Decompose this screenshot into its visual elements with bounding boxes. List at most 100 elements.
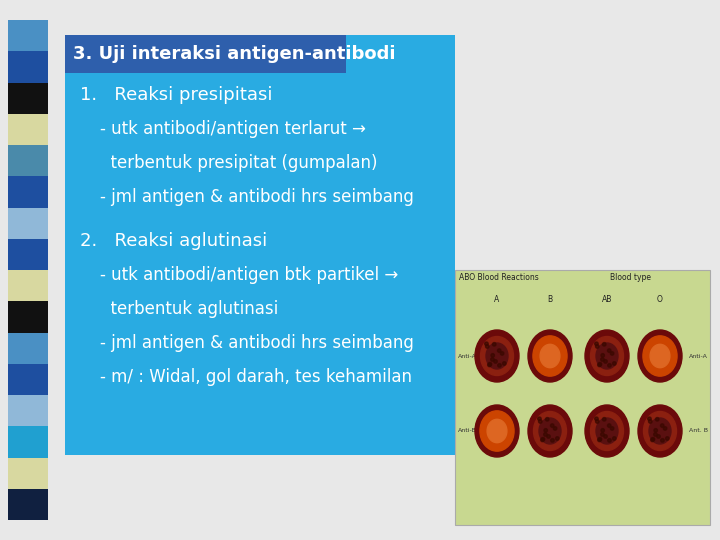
Circle shape [648,417,651,421]
Circle shape [660,424,664,427]
Bar [8,83,48,114]
Text: Blood type: Blood type [610,273,651,282]
Circle shape [663,427,667,430]
Circle shape [600,357,604,361]
Circle shape [665,437,669,440]
Circle shape [488,362,492,366]
Circle shape [485,345,489,348]
Circle shape [661,438,665,442]
Circle shape [601,429,605,432]
Text: terbentuk presipitat (gumpalan): terbentuk presipitat (gumpalan) [100,154,377,172]
Circle shape [494,360,498,363]
Circle shape [541,437,545,441]
Text: - utk antibodi/antigen terlarut →: - utk antibodi/antigen terlarut → [100,120,366,138]
Circle shape [608,438,611,442]
Bar [8,145,48,176]
Text: A: A [495,295,500,305]
Circle shape [613,437,616,440]
Circle shape [546,435,550,438]
Bar [8,239,48,270]
Bar [8,20,48,51]
Ellipse shape [480,336,513,375]
Text: - jml antigen & antibodi hrs seimbang: - jml antigen & antibodi hrs seimbang [100,188,414,206]
Ellipse shape [528,405,572,457]
Ellipse shape [590,336,624,375]
Circle shape [652,437,654,441]
Bar [8,51,48,83]
Text: Anti-B: Anti-B [458,429,477,434]
Ellipse shape [540,345,560,368]
Circle shape [491,354,495,357]
Text: 1.   Reaksi presipitasi: 1. Reaksi presipitasi [80,86,272,104]
Circle shape [649,420,652,423]
Ellipse shape [585,405,629,457]
Circle shape [539,420,542,423]
Text: - utk antibodi/antigen btk partikel →: - utk antibodi/antigen btk partikel → [100,266,398,284]
Circle shape [551,424,554,427]
Circle shape [498,363,501,367]
Text: 3. Uji interaksi antigen-antibodi: 3. Uji interaksi antigen-antibodi [73,45,395,63]
Ellipse shape [534,411,567,450]
Text: Anti-A: Anti-A [458,354,477,359]
Circle shape [608,349,611,353]
Ellipse shape [528,330,572,382]
Ellipse shape [585,330,629,382]
Circle shape [654,429,657,432]
Circle shape [544,433,547,436]
Text: Ant. B: Ant. B [689,429,708,434]
Circle shape [654,433,657,436]
Circle shape [603,342,606,346]
Ellipse shape [638,330,682,382]
Bar [8,489,48,520]
Ellipse shape [475,330,519,382]
Circle shape [611,352,614,355]
Circle shape [556,437,559,440]
Bar [65,35,455,455]
Circle shape [551,438,554,442]
Circle shape [598,363,601,367]
Ellipse shape [650,345,670,368]
Ellipse shape [649,418,671,444]
Ellipse shape [596,418,618,444]
Circle shape [546,417,549,421]
Circle shape [492,342,496,346]
Circle shape [503,362,506,365]
Bar [8,457,48,489]
Ellipse shape [480,411,514,451]
Ellipse shape [487,419,507,443]
Ellipse shape [475,405,519,457]
Text: - m/ : Widal, gol darah, tes kehamilan: - m/ : Widal, gol darah, tes kehamilan [100,368,412,386]
Bar [455,270,710,525]
Ellipse shape [596,343,618,369]
Bar [8,301,48,333]
Text: B: B [547,295,552,305]
Circle shape [604,435,607,438]
Circle shape [485,342,488,346]
Text: ABO Blood Reactions: ABO Blood Reactions [459,273,539,282]
Bar [8,395,48,426]
Circle shape [601,354,605,357]
Text: AB: AB [602,295,612,305]
Circle shape [598,362,602,366]
Circle shape [600,433,604,436]
Ellipse shape [486,343,508,369]
Circle shape [490,357,494,361]
Text: terbentuk aglutinasi: terbentuk aglutinasi [100,300,278,318]
Circle shape [595,420,599,423]
Text: - jml antigen & antibodi hrs seimbang: - jml antigen & antibodi hrs seimbang [100,334,414,352]
Circle shape [541,438,544,442]
Bar [8,114,48,145]
Ellipse shape [643,336,677,376]
Circle shape [598,438,601,442]
Circle shape [598,437,602,441]
Bar [8,207,48,239]
Circle shape [498,349,501,353]
Circle shape [538,417,541,421]
Circle shape [608,363,611,367]
Text: O: O [657,295,663,305]
Circle shape [595,345,599,348]
Circle shape [544,429,547,432]
Bar [8,426,48,457]
Circle shape [604,360,607,363]
Ellipse shape [533,336,567,376]
